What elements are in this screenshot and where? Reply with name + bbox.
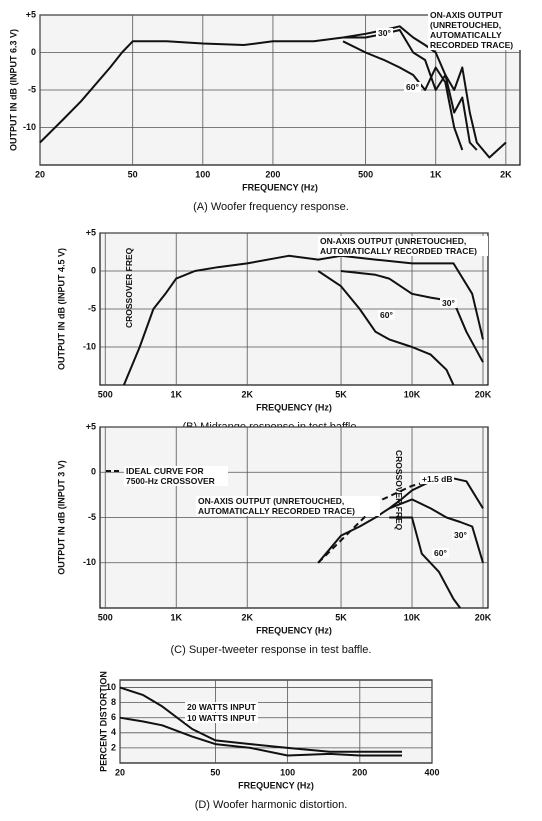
series-label: 60° [432, 548, 449, 558]
x-axis-title: FREQUENCY (Hz) [256, 625, 332, 635]
y-tick-label: -5 [88, 512, 96, 522]
y-tick-label: 0 [31, 47, 36, 57]
x-tick-label: 100 [195, 169, 210, 179]
y-tick-label: -5 [88, 303, 96, 313]
series-label: 30° [376, 28, 393, 38]
data-line [119, 716, 402, 757]
x-tick-label: 10K [404, 389, 421, 399]
x-tick-label: 1K [430, 169, 442, 179]
y-tick-label: -10 [83, 557, 96, 567]
x-tick-label: 200 [352, 767, 367, 777]
x-tick-label: 500 [358, 169, 373, 179]
y-tick-label: +5 [86, 421, 96, 431]
y-tick-label: 10 [106, 682, 116, 692]
x-tick-label: 50 [210, 767, 220, 777]
series-label: 30° [440, 298, 457, 308]
series-label: 10 WATTS INPUT [185, 713, 258, 723]
x-tick-label: 500 [98, 612, 113, 622]
y-axis-title: PERCENT DISTORTION [98, 671, 108, 772]
x-axis-title: FREQUENCY (Hz) [256, 402, 332, 412]
y-tick-label: 6 [111, 712, 116, 722]
y-tick-label: 8 [111, 697, 116, 707]
y-tick-label: -10 [83, 341, 96, 351]
y-tick-label: 2 [111, 742, 116, 752]
y-axis-title: OUTPUT IN dB (INPUT 3 V) [56, 460, 66, 575]
x-tick-label: 20K [475, 612, 492, 622]
x-tick-label: 20K [475, 389, 492, 399]
x-tick-label: 20 [115, 767, 125, 777]
x-axis-title: FREQUENCY (Hz) [242, 182, 318, 192]
data-line [388, 498, 484, 564]
annotation: CROSSOVER FREQ [394, 450, 404, 531]
x-tick-label: 5K [335, 389, 347, 399]
y-tick-label: 0 [91, 265, 96, 275]
data-line [122, 254, 484, 386]
x-tick-label: 5K [335, 612, 347, 622]
x-tick-label: 500 [98, 389, 113, 399]
x-tick-label: 10K [404, 612, 421, 622]
data-line [340, 270, 484, 363]
series-label: ON-AXIS OUTPUT (UNRETOUCHED, AUTOMATICAL… [318, 236, 488, 256]
x-tick-label: 2K [500, 169, 512, 179]
x-tick-label: 2K [241, 612, 253, 622]
y-tick-label: +5 [26, 9, 36, 19]
annotation: +1.5 dB [420, 474, 455, 484]
series-label: 30° [452, 530, 469, 540]
plot-area [119, 679, 433, 764]
x-tick-label: 2K [241, 389, 253, 399]
x-tick-label: 50 [128, 169, 138, 179]
caption: (A) Woofer frequency response. [193, 201, 349, 213]
y-tick-label: -5 [28, 84, 36, 94]
x-tick-label: 20 [35, 169, 45, 179]
y-axis-title: OUTPUT IN dB (INPUT 6.3 V) [8, 29, 18, 151]
x-tick-label: 1K [170, 389, 182, 399]
series-label: 60° [378, 310, 395, 320]
data-line [389, 516, 462, 609]
x-tick-label: 100 [280, 767, 295, 777]
series-label: 60° [404, 82, 421, 92]
x-tick-label: 200 [265, 169, 280, 179]
y-tick-label: -10 [23, 122, 36, 132]
series-label: ON-AXIS OUTPUT (UNRETOUCHED, AUTOMATICAL… [196, 496, 380, 516]
y-tick-label: +5 [86, 227, 96, 237]
y-axis-title: OUTPUT IN dB (INPUT 4.5 V) [56, 248, 66, 370]
y-tick-label: 4 [111, 727, 116, 737]
x-axis-title: FREQUENCY (Hz) [238, 780, 314, 790]
caption: (C) Super-tweeter response in test baffl… [171, 644, 372, 656]
series-label: 20 WATTS INPUT [185, 702, 258, 712]
annotation: CROSSOVER FREQ [124, 247, 134, 328]
y-tick-label: 0 [91, 467, 96, 477]
data-line [119, 686, 402, 753]
series-label: IDEAL CURVE FOR 7500-Hz CROSSOVER [124, 466, 228, 486]
x-tick-label: 1K [170, 612, 182, 622]
data-line [317, 270, 455, 386]
data-line [39, 25, 507, 159]
caption: (D) Woofer harmonic distortion. [195, 799, 348, 811]
x-tick-label: 400 [424, 767, 439, 777]
series-label: ON-AXIS OUTPUT (UNRETOUCHED, AUTOMATICAL… [428, 10, 540, 50]
